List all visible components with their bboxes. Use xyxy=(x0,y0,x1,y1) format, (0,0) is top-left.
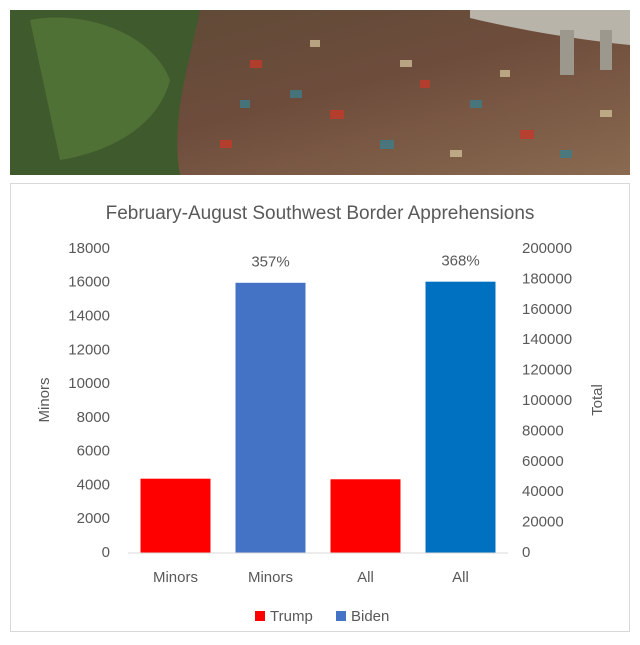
chart-title: February-August Southwest Border Apprehe… xyxy=(106,203,535,224)
photo xyxy=(10,10,630,175)
y-tick-label: 2000 xyxy=(77,510,110,527)
chart-frame xyxy=(10,183,630,632)
legend-label: Trump xyxy=(270,608,313,625)
y2-tick-label: 200000 xyxy=(522,240,572,257)
y-tick-label: 10000 xyxy=(68,375,110,392)
y2-tick-label: 180000 xyxy=(522,270,572,287)
legend-swatch xyxy=(255,611,265,621)
bar xyxy=(140,478,211,553)
y2-tick-label: 40000 xyxy=(522,483,564,500)
x-tick-label: Minors xyxy=(153,569,198,586)
y2-tick-label: 100000 xyxy=(522,392,572,409)
y2-tick-label: 140000 xyxy=(522,331,572,348)
y-axis-title: Minors xyxy=(36,377,53,422)
bar xyxy=(330,479,401,553)
y-tick-label: 12000 xyxy=(68,341,110,358)
y-tick-label: 14000 xyxy=(68,308,110,325)
legend-label: Biden xyxy=(351,608,389,625)
y2-tick-label: 160000 xyxy=(522,301,572,318)
bar xyxy=(235,282,306,553)
y-tick-label: 0 xyxy=(102,544,110,561)
y-tick-label: 8000 xyxy=(77,409,110,426)
value-label: 357% xyxy=(251,254,289,271)
y2-axis-title: Total xyxy=(589,384,606,416)
y-tick-label: 6000 xyxy=(77,443,110,460)
legend-swatch xyxy=(336,611,346,621)
x-tick-label: Minors xyxy=(248,569,293,586)
y2-tick-label: 0 xyxy=(522,544,530,561)
y2-tick-label: 20000 xyxy=(522,514,564,531)
x-tick-label: All xyxy=(452,569,469,586)
y2-tick-label: 120000 xyxy=(522,362,572,379)
x-tick-label: All xyxy=(357,569,374,586)
y-tick-label: 4000 xyxy=(77,476,110,493)
y2-tick-label: 60000 xyxy=(522,453,564,470)
y2-tick-label: 80000 xyxy=(522,422,564,439)
y-tick-label: 16000 xyxy=(68,274,110,291)
y-tick-label: 18000 xyxy=(68,240,110,257)
value-label: 368% xyxy=(441,253,479,270)
bar xyxy=(425,281,496,553)
